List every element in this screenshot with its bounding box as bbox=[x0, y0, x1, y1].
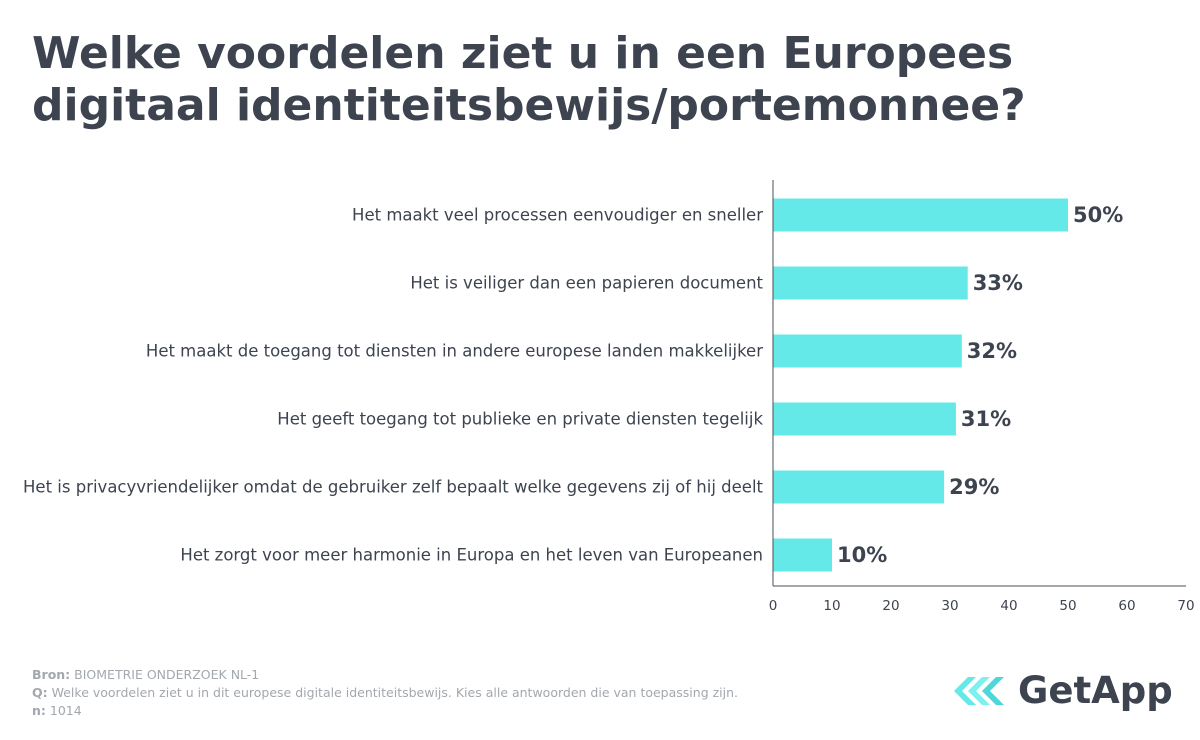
source-label: Bron: bbox=[32, 667, 71, 682]
getapp-logo: GetApp bbox=[954, 668, 1173, 714]
n-value: 1014 bbox=[49, 703, 82, 718]
category-label: Het geeft toegang tot publieke en privat… bbox=[277, 410, 763, 429]
x-tick-label: 20 bbox=[882, 598, 899, 614]
n-label: n: bbox=[32, 703, 46, 718]
getapp-chevrons-icon bbox=[954, 677, 1004, 705]
value-label: 33% bbox=[973, 271, 1023, 295]
n-line: n: 1014 bbox=[32, 702, 738, 720]
category-label: Het is veiliger dan een papieren documen… bbox=[410, 274, 763, 293]
value-label: 32% bbox=[967, 339, 1017, 363]
x-tick-label: 60 bbox=[1118, 598, 1135, 614]
source-value: BIOMETRIE ONDERZOEK NL-1 bbox=[74, 667, 260, 682]
getapp-logo-text: GetApp bbox=[1018, 669, 1173, 712]
value-label: 31% bbox=[961, 407, 1011, 431]
bars bbox=[773, 198, 1068, 572]
value-label: 29% bbox=[949, 475, 999, 499]
category-label: Het maakt veel processen eenvoudiger en … bbox=[352, 206, 763, 225]
x-tick-label: 70 bbox=[1177, 598, 1194, 614]
bar bbox=[773, 334, 962, 368]
x-tick-label: 10 bbox=[823, 598, 840, 614]
bar bbox=[773, 538, 832, 572]
x-axis-ticks: 0 10 20 30 40 50 60 70 bbox=[769, 598, 1195, 614]
source-line: Bron: BIOMETRIE ONDERZOEK NL-1 bbox=[32, 666, 738, 684]
question-line: Q: Welke voordelen ziet u in dit europes… bbox=[32, 684, 738, 702]
category-label: Het maakt de toegang tot diensten in and… bbox=[146, 342, 763, 361]
bar bbox=[773, 402, 956, 436]
category-label: Het zorgt voor meer harmonie in Europa e… bbox=[180, 546, 763, 565]
value-labels: 50% 33% 32% 31% 29% 10% bbox=[837, 203, 1123, 567]
x-tick-label: 50 bbox=[1059, 598, 1076, 614]
value-label: 50% bbox=[1073, 203, 1123, 227]
category-label: Het is privacyvriendelijker omdat de geb… bbox=[23, 478, 764, 497]
question-label: Q: bbox=[32, 685, 48, 700]
bar bbox=[773, 198, 1068, 232]
x-tick-label: 40 bbox=[1000, 598, 1017, 614]
x-tick-label: 30 bbox=[941, 598, 958, 614]
x-tick-label: 0 bbox=[769, 598, 778, 614]
bar-chart: Het maakt veel processen eenvoudiger en … bbox=[23, 180, 1195, 614]
bar bbox=[773, 470, 945, 504]
bar bbox=[773, 266, 968, 300]
category-labels: Het maakt veel processen eenvoudiger en … bbox=[23, 206, 764, 565]
value-label: 10% bbox=[837, 543, 887, 567]
question-value: Welke voordelen ziet u in dit europese d… bbox=[51, 685, 739, 700]
chart-footer: Bron: BIOMETRIE ONDERZOEK NL-1 Q: Welke … bbox=[32, 666, 738, 720]
chart-title: Welke voordelen ziet u in een Europees d… bbox=[32, 28, 1026, 131]
